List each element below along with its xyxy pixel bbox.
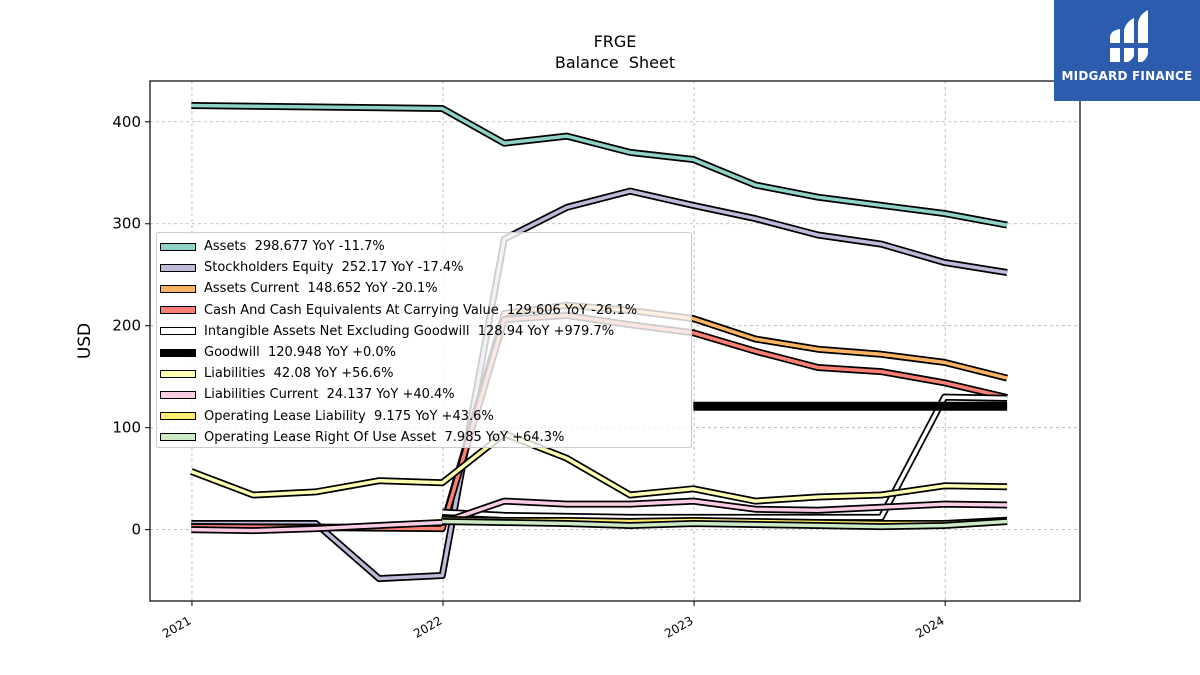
- series-line: [442, 395, 1008, 520]
- series-line: [191, 189, 1008, 581]
- legend-label: Intangible Assets Net Excluding Goodwill…: [204, 323, 615, 339]
- series-6: [190, 430, 1008, 505]
- legend-item: Cash And Cash Equivalents At Carrying Va…: [157, 300, 691, 321]
- logo-mark-icon: [1106, 10, 1152, 62]
- legend-label: Goodwill 120.948 YoY +0.0%: [204, 345, 397, 361]
- y-tick-label: 100: [112, 419, 141, 437]
- series-line: [191, 499, 1008, 533]
- legend-item: Stockholders Equity 252.17 YoY -17.4%: [157, 257, 691, 278]
- y-tick-label: 0: [131, 521, 141, 539]
- x-tick-label: 2024: [913, 613, 946, 640]
- plot-frame: [149, 80, 1081, 602]
- legend-swatch: [160, 327, 196, 336]
- legend-swatch: [160, 263, 196, 272]
- y-tick-label: 400: [112, 113, 141, 131]
- series-0: [191, 102, 1008, 229]
- x-tick-label: 2022: [411, 613, 444, 640]
- legend-swatch: [160, 306, 196, 315]
- legend-item: Assets 298.677 YoY -11.7%: [157, 236, 691, 257]
- legend-label: Operating Lease Liability 9.175 YoY +43.…: [204, 408, 494, 424]
- legend-item: Operating Lease Right Of Use Asset 7.985…: [157, 427, 691, 448]
- series-7: [191, 497, 1008, 535]
- logo-text: MIDGARD FINANCE: [1061, 69, 1193, 83]
- series-lines: [190, 102, 1008, 583]
- series-line: [190, 432, 1008, 503]
- y-tick-label: 300: [112, 215, 141, 233]
- legend-label: Cash And Cash Equivalents At Carrying Va…: [204, 302, 638, 318]
- series-line: [442, 519, 1008, 529]
- series-4: [442, 393, 1008, 521]
- legend-swatch: [160, 284, 196, 293]
- legend-swatch: [160, 412, 196, 421]
- x-tick-label: 2023: [662, 613, 695, 640]
- chart-legend: Assets 298.677 YoY -11.7% Stockholders Eq…: [156, 232, 692, 448]
- legend-label: Assets Current 148.652 YoY -20.1%: [204, 281, 438, 297]
- y-axis: 0 100 200 300 400: [112, 113, 150, 539]
- x-tick-label: 2021: [160, 613, 193, 640]
- legend-label: Liabilities 42.08 YoY +56.6%: [204, 366, 394, 382]
- series-1: [191, 187, 1008, 583]
- chart-title: FRGE: [594, 32, 637, 51]
- legend-label: Assets 298.677 YoY -11.7%: [204, 239, 385, 255]
- legend-item: Goodwill 120.948 YoY +0.0%: [157, 342, 691, 363]
- series-line: [191, 103, 1008, 227]
- legend-item: Liabilities Current 24.137 YoY +40.4%: [157, 384, 691, 405]
- legend-swatch: [160, 348, 196, 357]
- legend-item: Intangible Assets Net Excluding Goodwill…: [157, 321, 691, 342]
- legend-swatch: [160, 433, 196, 442]
- x-axis: 2021 2022 2023 2024: [160, 601, 947, 641]
- series-9: [442, 518, 1008, 531]
- y-axis-label: USD: [75, 323, 95, 359]
- y-tick-label: 200: [112, 317, 141, 335]
- legend-item: Operating Lease Liability 9.175 YoY +43.…: [157, 406, 691, 427]
- legend-swatch: [160, 242, 196, 251]
- legend-label: Stockholders Equity 252.17 YoY -17.4%: [204, 260, 464, 276]
- chart-subtitle: Balance Sheet: [555, 53, 675, 72]
- legend-swatch: [160, 369, 196, 378]
- legend-item: Liabilities 42.08 YoY +56.6%: [157, 363, 691, 384]
- brand-logo: MIDGARD FINANCE: [1054, 0, 1200, 101]
- legend-swatch: [160, 390, 196, 399]
- legend-item: Assets Current 148.652 YoY -20.1%: [157, 278, 691, 299]
- legend-label: Liabilities Current 24.137 YoY +40.4%: [204, 387, 455, 403]
- legend-label: Operating Lease Right Of Use Asset 7.985…: [204, 429, 565, 445]
